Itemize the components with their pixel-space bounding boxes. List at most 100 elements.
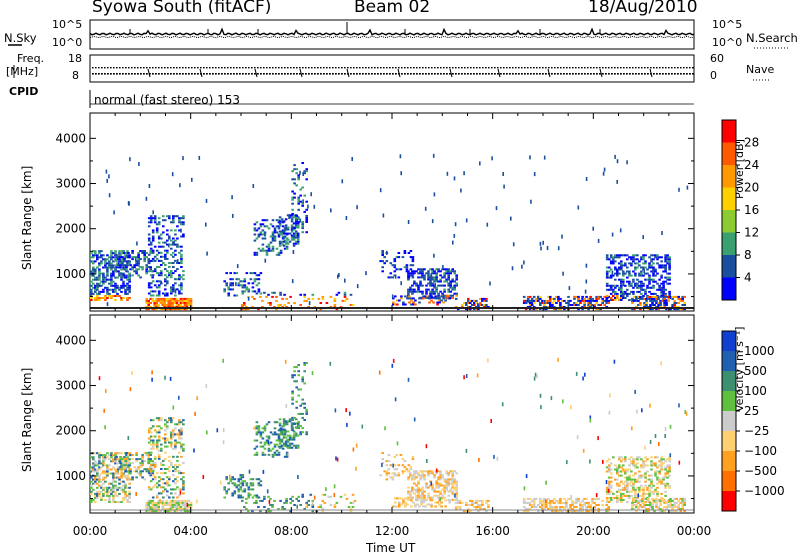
- velocity-cell: [418, 506, 421, 508]
- velocity-cell: [108, 458, 111, 460]
- power-cell: [549, 296, 552, 298]
- velocity-ytick-label: 2000: [55, 424, 86, 438]
- nave-dot: [671, 67, 673, 68]
- power-speck: [542, 241, 544, 245]
- power-speck: [586, 177, 588, 181]
- velocity-cell: [252, 478, 255, 480]
- power-cell: [555, 302, 558, 304]
- power-cell: [640, 281, 643, 283]
- power-cell: [632, 291, 635, 293]
- freq-dot: [443, 73, 445, 75]
- velocity-cell: [320, 506, 323, 508]
- power-cell: [563, 300, 566, 302]
- power-cell: [626, 295, 629, 297]
- velocity-cell: [231, 476, 234, 478]
- power-speck: [300, 219, 302, 223]
- velocity-cell: [291, 399, 294, 401]
- power-cell: [266, 254, 269, 256]
- velocity-cell: [455, 487, 458, 489]
- freq-dot: [665, 73, 667, 75]
- power-cell: [121, 250, 124, 252]
- power-cell: [412, 302, 415, 304]
- power-cell: [622, 275, 625, 277]
- velocity-cell: [238, 480, 241, 482]
- velocity-cell: [174, 464, 177, 466]
- power-cell: [160, 264, 163, 266]
- velocity-cell: [145, 470, 148, 472]
- velocity-cell: [141, 456, 144, 458]
- velocity-cell: [635, 504, 638, 506]
- velocity-cell: [636, 462, 639, 464]
- nave-dot: [674, 67, 676, 68]
- power-cell: [413, 272, 416, 274]
- nave-dot: [278, 67, 280, 68]
- velocity-cell: [182, 486, 185, 488]
- nave-dot: [647, 67, 649, 68]
- power-cell: [122, 283, 125, 285]
- velocity-cell: [435, 481, 438, 483]
- power-cell: [281, 218, 284, 220]
- power-cell: [579, 302, 582, 304]
- power-speck: [302, 172, 304, 176]
- velocity-cell: [305, 411, 308, 413]
- power-cell: [243, 302, 246, 304]
- power-speck: [687, 186, 689, 190]
- power-speck: [129, 157, 131, 161]
- power-speck: [199, 156, 201, 160]
- power-cell: [620, 267, 623, 269]
- nave-dot: [491, 67, 493, 68]
- velocity-cell: [102, 483, 105, 485]
- power-cell: [652, 258, 655, 260]
- nave-dot: [230, 67, 232, 68]
- power-cell: [557, 300, 560, 302]
- nave-dot: [299, 67, 301, 68]
- velocity-speck: [596, 493, 598, 497]
- freq-dot: [377, 73, 379, 75]
- power-cell: [442, 302, 445, 304]
- velocity-cell: [656, 477, 659, 479]
- power-cell: [301, 231, 304, 233]
- power-cell: [285, 218, 288, 220]
- velocity-cell: [264, 425, 267, 427]
- velocity-cell: [632, 483, 635, 485]
- freq-dot: [560, 73, 562, 75]
- freq-dot: [563, 73, 565, 75]
- power-cell: [671, 298, 674, 300]
- power-cell: [190, 302, 193, 304]
- power-cell: [299, 189, 302, 191]
- power-cell: [616, 293, 619, 295]
- velocity-cell: [608, 466, 611, 468]
- power-cell: [98, 277, 101, 279]
- velocity-cell: [650, 456, 653, 458]
- velocity-cell: [608, 458, 611, 460]
- nave-dot: [248, 67, 250, 68]
- velocity-cell: [638, 491, 641, 493]
- velocity-cell: [608, 483, 611, 485]
- power-cell: [174, 282, 177, 284]
- freq-dot: [242, 73, 244, 75]
- nave-dot: [341, 67, 343, 68]
- power-cell: [606, 275, 609, 277]
- power-panel-frame: [90, 113, 694, 311]
- velocity-cell: [100, 481, 103, 483]
- power-cell: [104, 260, 107, 262]
- power-cell: [650, 260, 653, 262]
- velocity-cell: [427, 495, 430, 497]
- velocity-speck: [649, 404, 651, 408]
- power-cell: [164, 256, 167, 258]
- freq-dot: [635, 73, 637, 75]
- velocity-speck: [254, 426, 256, 430]
- velocity-cell: [650, 475, 653, 477]
- power-cell: [254, 290, 257, 292]
- velocity-cell: [283, 418, 286, 420]
- velocity-speck: [678, 403, 680, 407]
- power-cell: [439, 270, 442, 272]
- power-cell: [443, 276, 446, 278]
- velocity-cell: [571, 504, 574, 506]
- power-cell: [591, 298, 594, 300]
- velocity-cell: [301, 378, 304, 380]
- velocity-cell: [455, 485, 458, 487]
- power-speck: [447, 172, 449, 176]
- velocity-speck: [187, 503, 189, 507]
- power-cell: [297, 178, 300, 180]
